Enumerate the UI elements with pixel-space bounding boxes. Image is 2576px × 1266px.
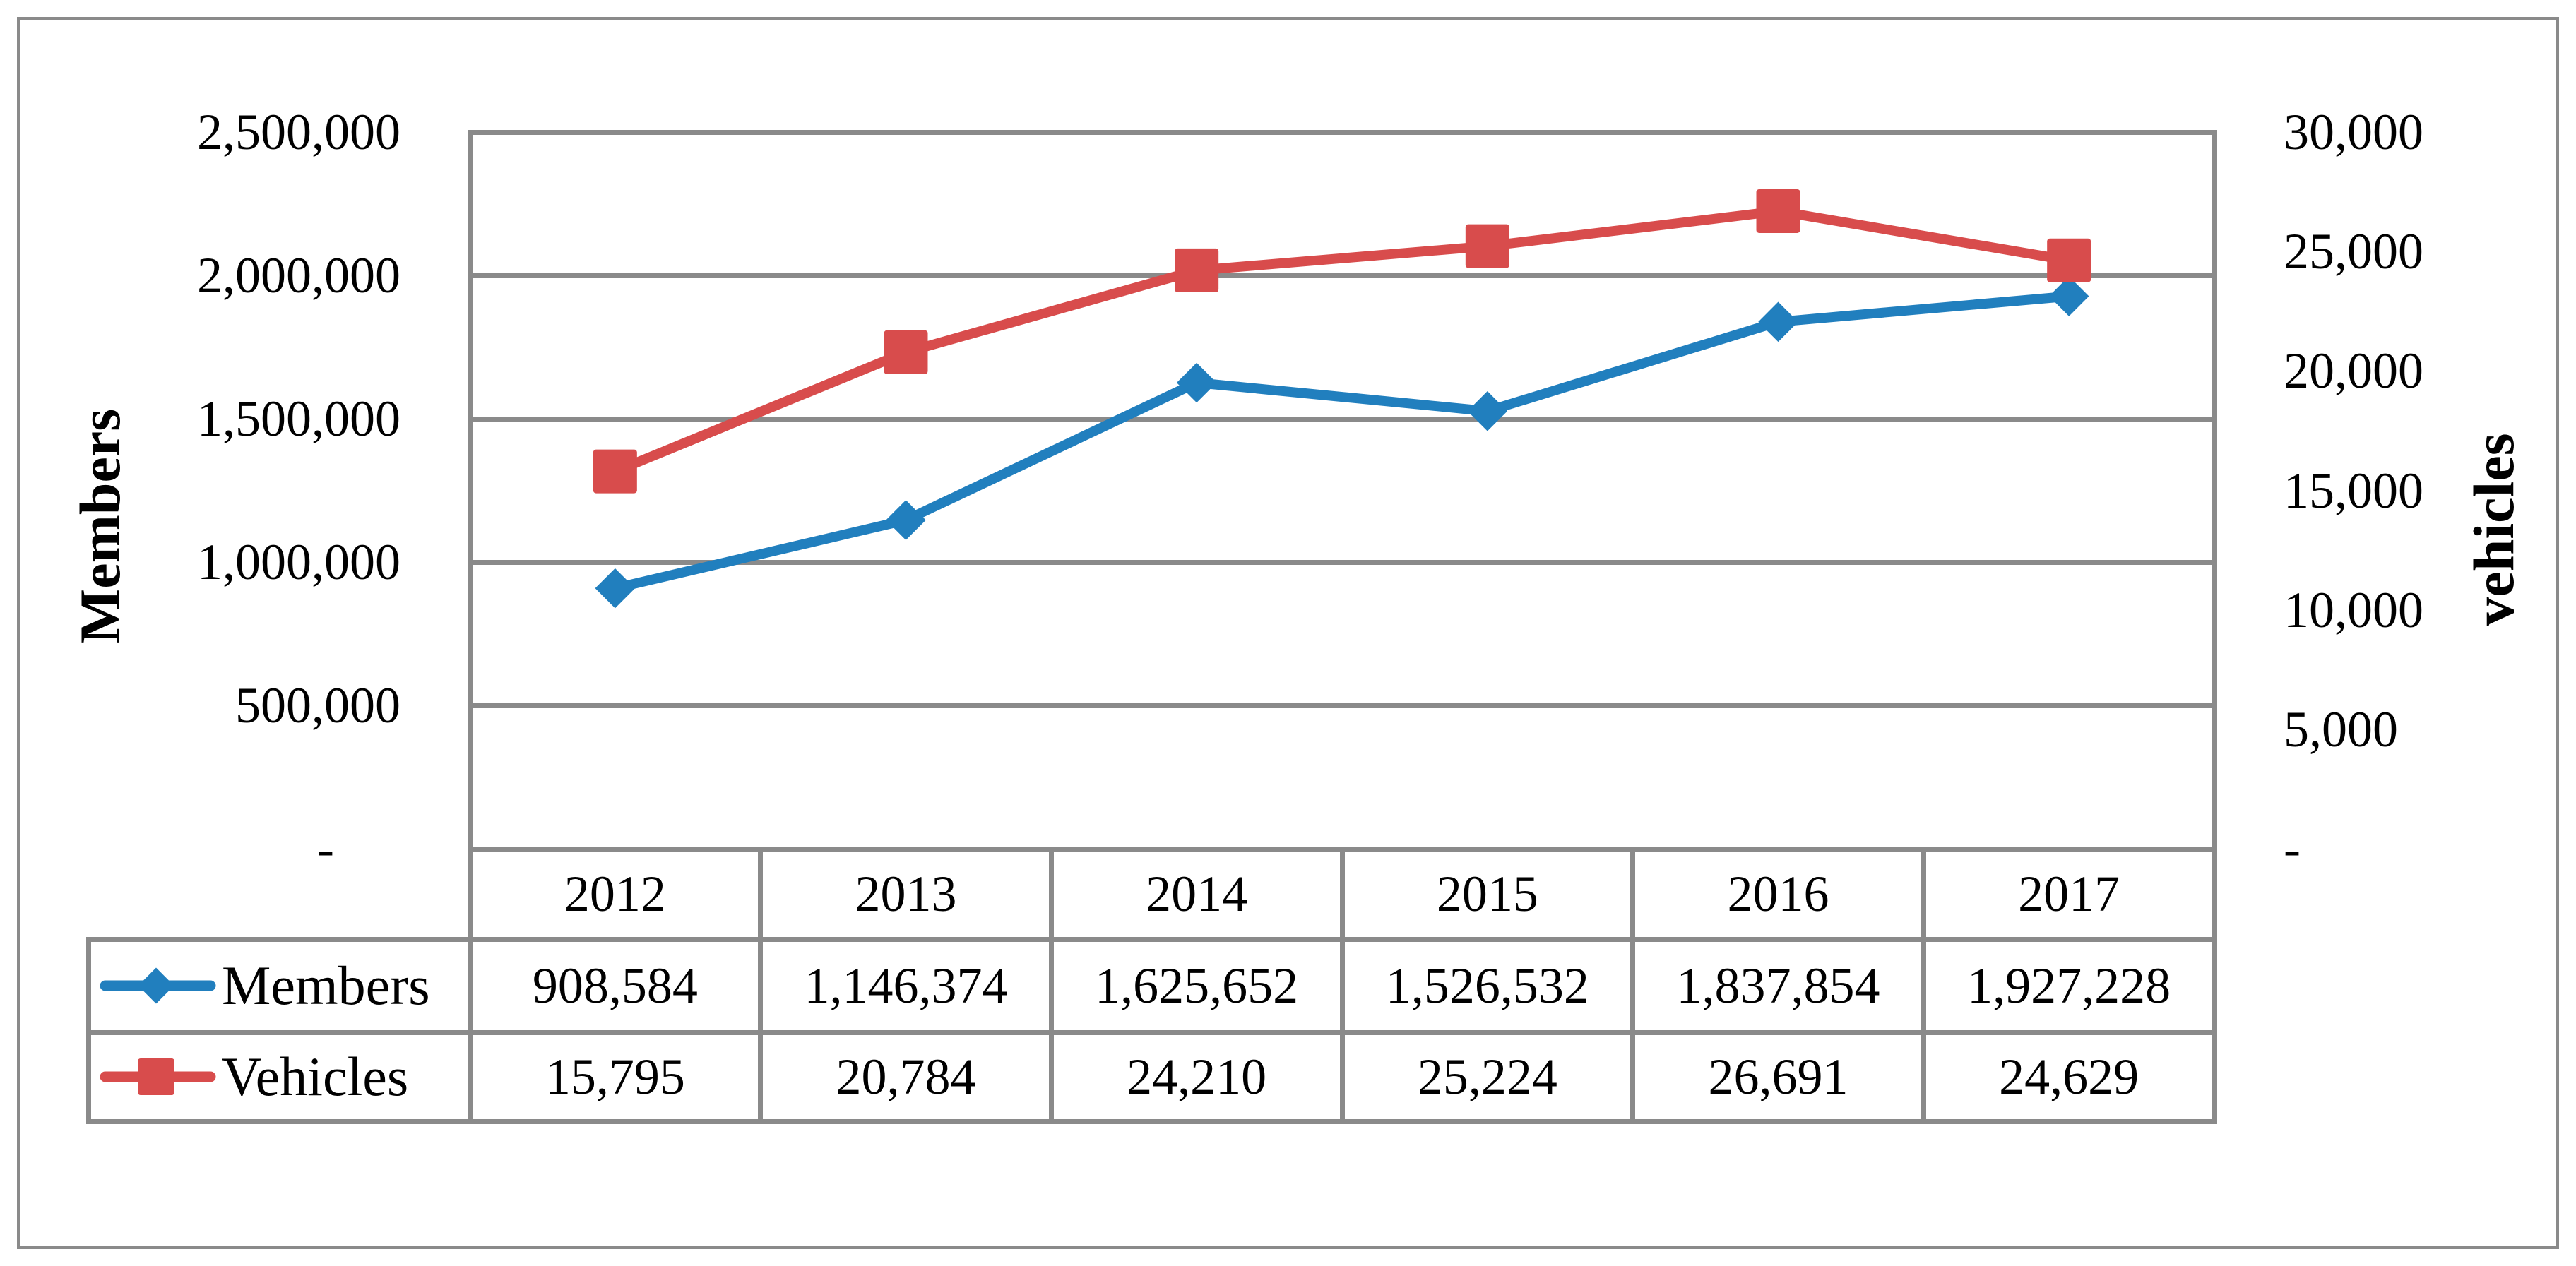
legend-left-border [85, 936, 91, 1124]
left-axis-tick: 1,000,000 [197, 534, 400, 590]
members-value: 1,625,652 [1095, 957, 1299, 1014]
table-rule-h0 [85, 936, 2217, 942]
members-value: 1,837,854 [1676, 957, 1880, 1014]
plot-left-border [467, 129, 473, 1124]
vehicles-marker-2014 [1175, 248, 1219, 292]
vehicles-legend-label: Vehicles [222, 1046, 409, 1107]
left-axis-tick: 500,000 [235, 677, 400, 734]
members-legend-marker [100, 943, 216, 1028]
vehicles-legend-marker-shape [138, 1058, 174, 1095]
year-header: 2016 [1727, 865, 1829, 922]
members-value: 1,927,228 [1967, 957, 2171, 1014]
right-axis-tick: 20,000 [2284, 342, 2423, 400]
data-table: 2012 2013 2014 2015 2016 2017 Members 90… [88, 849, 2214, 1121]
year-header: 2013 [855, 865, 957, 922]
members-legend-swatch-svg [100, 967, 216, 1004]
members-marker-2016 [1758, 301, 1798, 342]
members-value: 908,584 [532, 957, 698, 1014]
right-axis-tick: 10,000 [2284, 581, 2423, 638]
gridline [467, 559, 2217, 565]
column-divider [1048, 846, 1054, 1124]
table-corner-spacer [88, 849, 470, 939]
year-header: 2015 [1436, 865, 1538, 922]
vehicles-legend-marker [100, 1034, 216, 1119]
vehicles-marker-2012 [593, 449, 637, 494]
legend-item-vehicles: Vehicles [88, 1032, 470, 1121]
vehicles-value: 15,795 [545, 1048, 685, 1105]
left-axis-tick: 2,500,000 [197, 104, 400, 160]
gridline [467, 416, 2217, 422]
right-axis-tick: 5,000 [2284, 700, 2398, 758]
vehicles-value: 25,224 [1417, 1048, 1557, 1105]
vehicles-line [610, 205, 2075, 477]
members-marker-2014 [1176, 362, 1217, 403]
table-rule-h2 [85, 1118, 2217, 1124]
column-divider [1339, 846, 1345, 1124]
members-legend-label: Members [222, 955, 430, 1016]
members-line [610, 291, 2075, 594]
column-divider [1630, 846, 1636, 1124]
legend-item-members: Members [88, 939, 470, 1032]
column-divider [1921, 846, 1926, 1124]
vehicles-legend-swatch-svg [100, 1058, 216, 1095]
year-header: 2012 [564, 865, 666, 922]
members-value: 1,146,374 [804, 957, 1008, 1014]
members-legend-marker-shape [138, 967, 174, 1004]
plot-border-top [467, 129, 2217, 135]
left-axis-tick: - [317, 820, 334, 877]
right-axis-tick: - [2284, 820, 2301, 877]
column-divider [758, 846, 764, 1124]
vehicles-value: 24,210 [1127, 1048, 1267, 1105]
right-axis-tick: 15,000 [2284, 462, 2423, 519]
left-axis-tick: 1,500,000 [197, 390, 400, 447]
vehicles-marker-2015 [1465, 224, 1509, 268]
members-marker-2017 [2048, 276, 2089, 316]
vehicles-value: 20,784 [836, 1048, 976, 1105]
year-header: 2017 [2018, 865, 2120, 922]
gridline [467, 703, 2217, 708]
vehicles-value: 24,629 [1999, 1048, 2139, 1105]
gridline [467, 273, 2217, 278]
left-axis-tick: 2,000,000 [197, 247, 400, 304]
members-value: 1,526,532 [1385, 957, 1589, 1014]
vehicles-marker-2013 [884, 330, 928, 374]
right-axis-tick: 30,000 [2284, 104, 2423, 160]
table-rule-h1 [85, 1029, 2217, 1035]
right-axis-tick: 25,000 [2284, 223, 2423, 280]
vehicles-marker-2016 [1756, 189, 1800, 233]
members-marker-2013 [886, 500, 926, 540]
plot-right-border [2212, 129, 2217, 1124]
vehicles-value: 26,691 [1708, 1048, 1848, 1105]
members-marker-2012 [595, 568, 636, 609]
year-header: 2014 [1146, 865, 1248, 922]
figure-border [17, 17, 2559, 1249]
members-marker-2015 [1467, 390, 1508, 431]
vehicles-marker-2017 [2047, 238, 2091, 282]
